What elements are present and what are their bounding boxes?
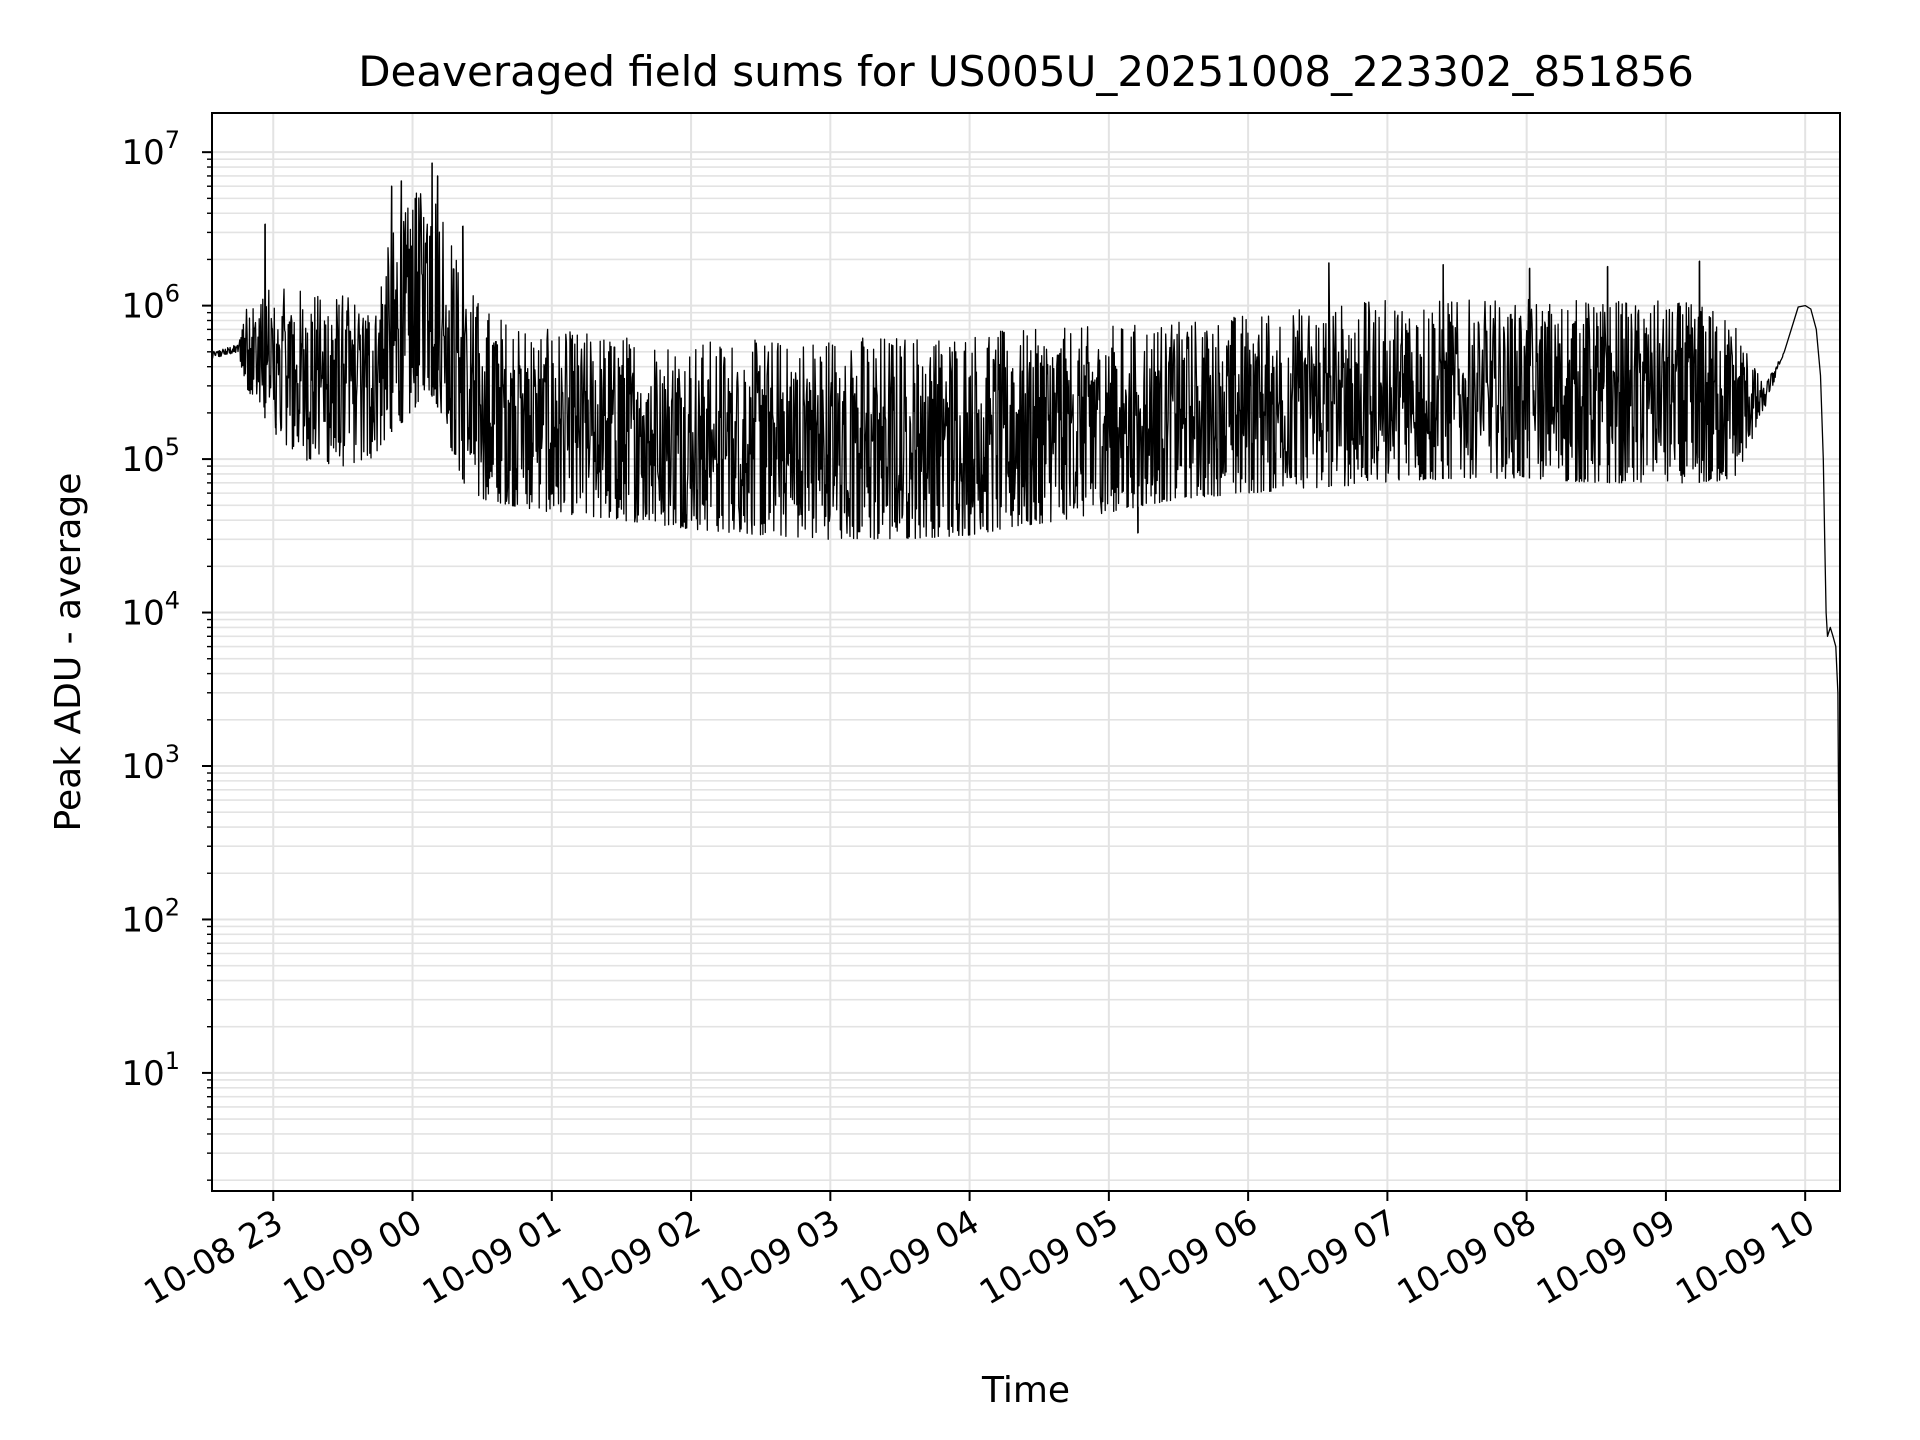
- x-axis-label: Time: [981, 1370, 1070, 1411]
- x-tick-label: 10-09 00: [277, 1202, 429, 1313]
- ticks: [202, 151, 1807, 1201]
- series-layer: [211, 162, 1841, 1138]
- y-tick-label: 107: [121, 126, 180, 173]
- x-tick-label: 10-08 23: [137, 1202, 289, 1313]
- x-tick-label: 10-09 10: [1669, 1202, 1821, 1313]
- x-tick-label: 10-09 07: [1251, 1202, 1403, 1313]
- y-tick-label: 104: [121, 587, 180, 634]
- series-line: [211, 162, 1841, 1138]
- x-tick-label: 10-09 05: [973, 1202, 1125, 1313]
- y-tick-label: 101: [121, 1047, 180, 1094]
- plot-frame: [211, 112, 1841, 1192]
- y-tick-label: 106: [121, 280, 180, 327]
- y-axis-label: Peak ADU - average: [48, 473, 89, 832]
- x-tick-label: 10-09 02: [555, 1202, 707, 1313]
- x-tick-label: 10-09 09: [1530, 1202, 1682, 1313]
- chart-title: Deaveraged field sums for US005U_2025100…: [358, 47, 1694, 96]
- x-tick-label: 10-09 04: [834, 1202, 986, 1313]
- x-tick-label: 10-09 06: [1112, 1202, 1264, 1313]
- x-tick-label: 10-09 01: [416, 1202, 568, 1313]
- y-tick-label: 105: [121, 433, 180, 480]
- y-tick-label: 102: [121, 893, 180, 940]
- y-tick-label: 103: [121, 740, 180, 787]
- x-tick-label: 10-09 03: [694, 1202, 846, 1313]
- x-tick-label: 10-09 08: [1391, 1202, 1543, 1313]
